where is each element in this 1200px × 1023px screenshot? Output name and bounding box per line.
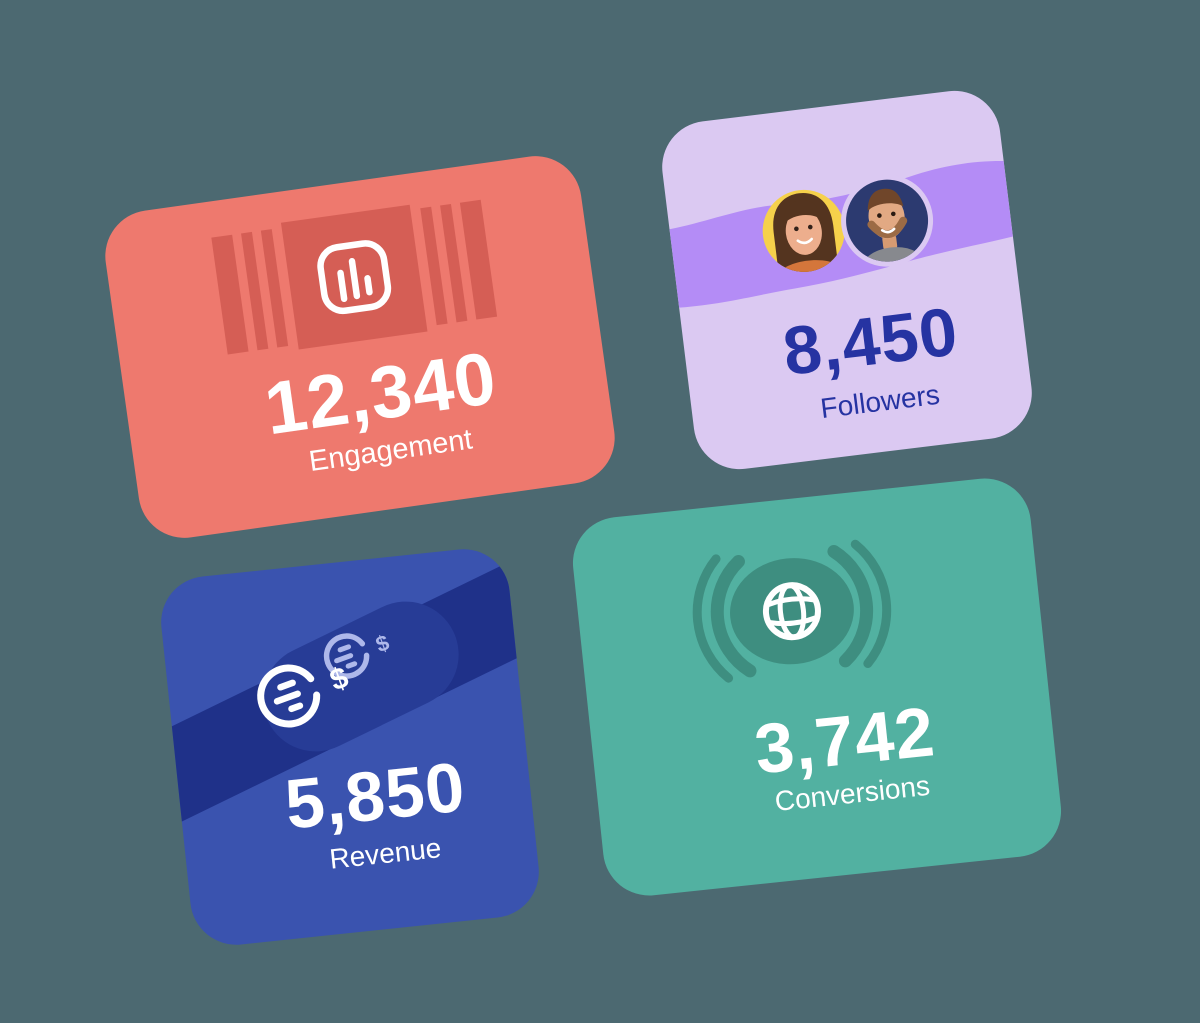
male-avatar	[841, 174, 934, 267]
wave-band	[669, 161, 1013, 308]
metric-card-followers[interactable]: 8,450 Followers	[656, 85, 1038, 475]
revenue-card-decoration: $ $	[156, 544, 544, 950]
main-coin-icon: $	[257, 661, 353, 728]
female-avatar	[762, 189, 845, 277]
secondary-coin-icon: $	[323, 630, 393, 679]
globe-icon	[692, 539, 892, 683]
coins-icon: $ $	[156, 544, 544, 880]
metric-card-engagement[interactable]: 12,340 Engagement	[99, 150, 621, 544]
svg-text:$: $	[372, 630, 392, 658]
svg-text:$: $	[326, 661, 353, 698]
metric-card-revenue[interactable]: $ $ 5,850 Revenue	[156, 544, 544, 950]
conversions-card-decoration	[568, 474, 1065, 900]
metric-card-conversions[interactable]: 3,742 Conversions	[568, 473, 1066, 901]
